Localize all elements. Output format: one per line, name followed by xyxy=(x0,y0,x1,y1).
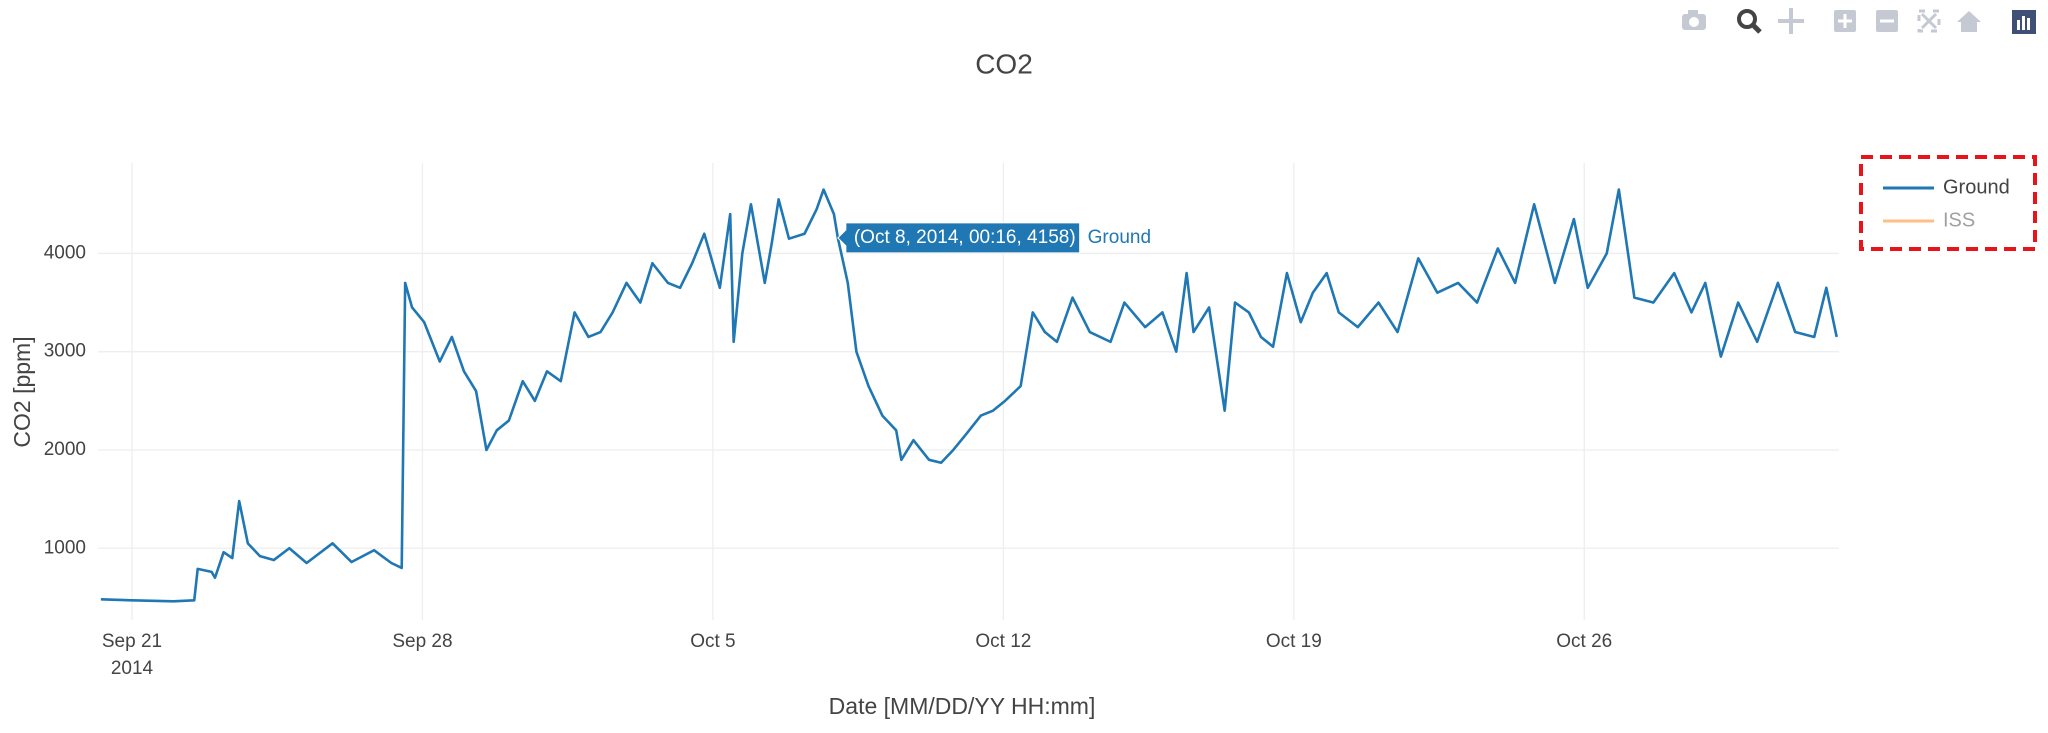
chart-title: CO2 xyxy=(975,48,1033,79)
y-tick-label: 1000 xyxy=(44,537,86,558)
hover-text: (Oct 8, 2014, 00:16, 4158) xyxy=(854,227,1076,248)
zoom-in-button[interactable] xyxy=(1834,10,1856,32)
highlight-box xyxy=(1859,155,2037,251)
zoom-button[interactable] xyxy=(1737,9,1762,34)
y-tick-label: 4000 xyxy=(44,242,86,263)
x-tick-label: Oct 26 xyxy=(1556,631,1613,652)
camera-button[interactable] xyxy=(1682,10,1706,30)
autoscale-button[interactable] xyxy=(1917,9,1941,33)
hover-label: (Oct 8, 2014, 00:16, 4158) Ground xyxy=(837,222,1151,254)
pan-button[interactable] xyxy=(1778,8,1804,34)
plotly-logo[interactable] xyxy=(2012,10,2036,34)
x-axis-title: Date [MM/DD/YY HH:mm] xyxy=(829,693,1096,719)
y-axis-title: CO2 [ppm] xyxy=(9,336,35,447)
x-tick-label: Oct 12 xyxy=(975,631,1032,652)
legend-entry[interactable]: Ground xyxy=(1883,176,2010,198)
y-tick-label: 2000 xyxy=(44,439,86,460)
x-tick-label: Oct 19 xyxy=(1265,631,1322,652)
x-tick-label: Sep 28 xyxy=(392,631,453,652)
data-line xyxy=(100,188,1838,603)
legend-entry[interactable]: ISS xyxy=(1883,209,1975,231)
zoom-out-button[interactable] xyxy=(1876,10,1898,32)
x-tick-label: Oct 5 xyxy=(690,631,736,652)
hover-series-name: Ground xyxy=(1088,227,1151,248)
legend-label: ISS xyxy=(1943,209,1975,231)
x-tick-label: Sep 21 2014 xyxy=(101,631,163,679)
legend-label: Ground xyxy=(1943,176,2010,198)
y-tick-label: 3000 xyxy=(44,341,86,362)
reset-button[interactable] xyxy=(1957,11,1981,32)
modebar xyxy=(1682,8,2036,34)
hover-box xyxy=(837,222,1081,254)
